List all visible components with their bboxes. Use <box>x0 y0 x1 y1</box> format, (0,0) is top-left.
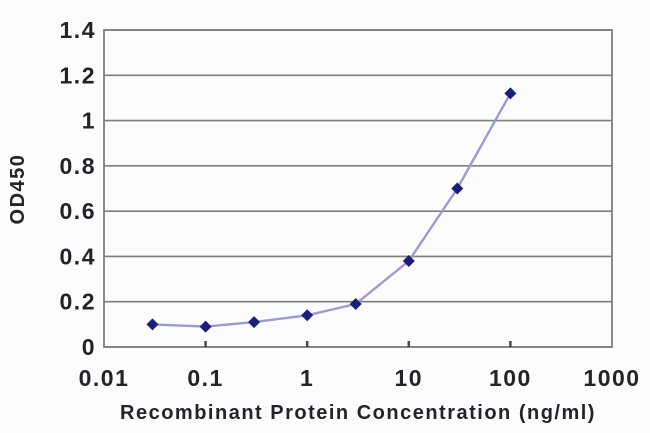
y-axis-title: OD450 <box>7 154 29 225</box>
y-tick-label: 0.2 <box>60 289 96 315</box>
data-point-marker <box>349 297 362 310</box>
data-point-marker <box>504 87 517 100</box>
x-axis-title: Recombinant Protein Concentration (ng/ml… <box>120 402 596 424</box>
x-tick-label: 0.1 <box>187 365 223 391</box>
x-tick-label: 10 <box>395 365 424 391</box>
x-tick-label: 1000 <box>583 365 640 391</box>
y-tick-label: 0.6 <box>60 198 96 224</box>
data-point-marker <box>451 182 464 195</box>
plot-frame <box>103 29 613 348</box>
y-tick-label: 1.4 <box>60 17 96 43</box>
x-tick-label: 0.01 <box>79 365 130 391</box>
data-point-marker <box>248 316 261 329</box>
tick-labels-layer: 0.01 0.1 1 10 100 1000 0 0.2 0.4 0.6 0.8 1 1.2 1.4 <box>60 17 640 391</box>
y-tick-label: 1.2 <box>60 62 96 88</box>
data-series-layer <box>146 87 517 333</box>
gridlines-layer <box>104 29 612 348</box>
y-tick-label: 0.4 <box>60 243 96 269</box>
data-point-marker <box>146 318 159 331</box>
y-tick-label: 1 <box>82 108 96 134</box>
plot-frame-layer <box>103 29 613 348</box>
y-tick-label: 0 <box>82 334 96 360</box>
data-point-marker <box>199 320 212 333</box>
data-point-marker <box>402 254 415 267</box>
series-line <box>152 92 512 328</box>
data-point-marker <box>301 309 314 322</box>
x-tick-label: 1 <box>300 365 314 391</box>
x-axis-ticks-layer <box>204 341 512 347</box>
y-tick-label: 0.8 <box>60 153 96 179</box>
x-tick-label: 100 <box>489 365 532 391</box>
